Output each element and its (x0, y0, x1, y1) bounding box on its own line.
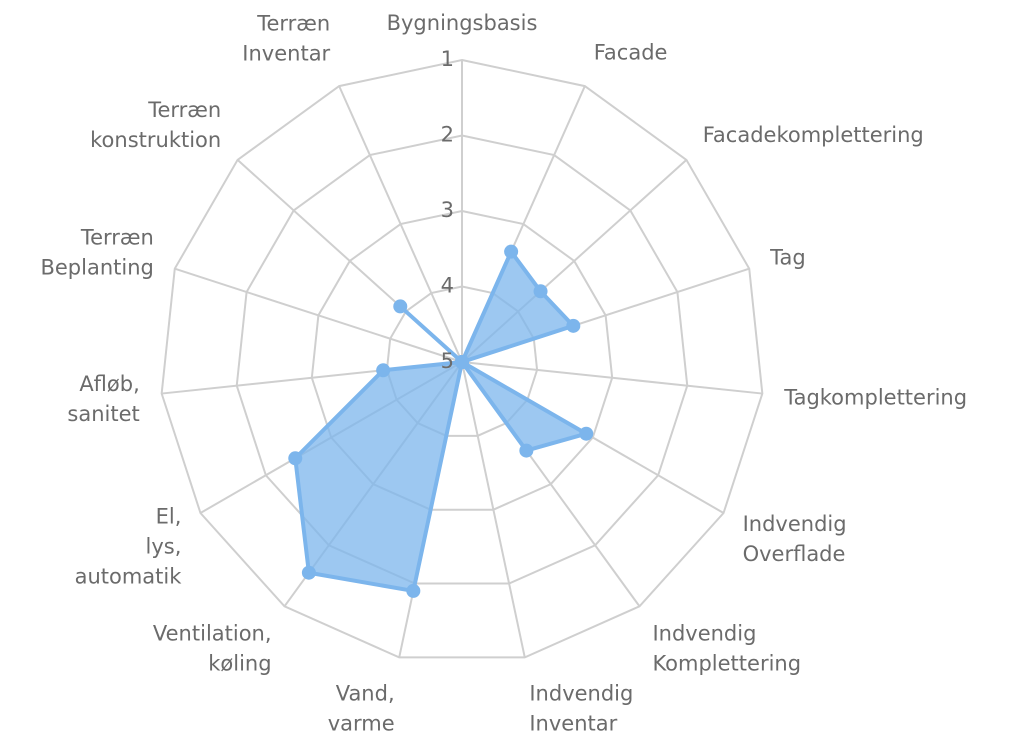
data-point (504, 244, 519, 259)
data-point (301, 565, 316, 580)
grid-ring (310, 209, 614, 511)
spoke (338, 85, 463, 363)
category-label: Facade (593, 40, 668, 65)
plot: 1 2 3 4 5 (160, 47, 764, 659)
tick-label: 2 (441, 123, 454, 147)
category-label: Afløb, sanitet (67, 371, 140, 426)
category-label: Ventilation, køling (152, 621, 272, 676)
chart: 1 2 3 4 5 Bygningsbasis Facade Facadekomplette… (40, 11, 968, 735)
category-label: Vand, varme (327, 681, 395, 736)
category-label: Terræn konstruktion (90, 98, 222, 153)
category-label: Bygningsbasis (386, 11, 538, 35)
data-point (579, 426, 594, 441)
data-point (406, 583, 421, 598)
category-label: Indvendig Overflade (742, 512, 847, 566)
data-point (455, 355, 469, 369)
category-label: Facadekomplettering (702, 123, 924, 148)
tick-label: 5 (441, 349, 454, 373)
category-label: Indvendig Komplettering (652, 621, 802, 676)
category-label: Tag (770, 245, 806, 270)
series-area (293, 249, 589, 593)
data-point (519, 443, 534, 458)
category-label: Terræn Inventar (242, 11, 331, 66)
tick-label: 4 (441, 274, 454, 298)
category-label: Tagkomplettering (784, 385, 968, 410)
category-label: Indvendig Inventar (529, 681, 634, 736)
spoke (461, 361, 763, 395)
tick-label: 1 (441, 47, 454, 71)
spoke (461, 361, 526, 658)
category-label: El, lys, automatik (74, 504, 182, 589)
data-point (376, 363, 391, 378)
category-label: Terræn Beplanting (40, 225, 154, 280)
data-point (533, 284, 548, 299)
data-point (288, 451, 303, 466)
grid-ring (235, 134, 689, 585)
data-point (393, 299, 408, 314)
spoke (174, 267, 463, 363)
data-point (566, 318, 581, 333)
grid-ring (160, 58, 764, 659)
tick-label: 3 (441, 198, 454, 222)
